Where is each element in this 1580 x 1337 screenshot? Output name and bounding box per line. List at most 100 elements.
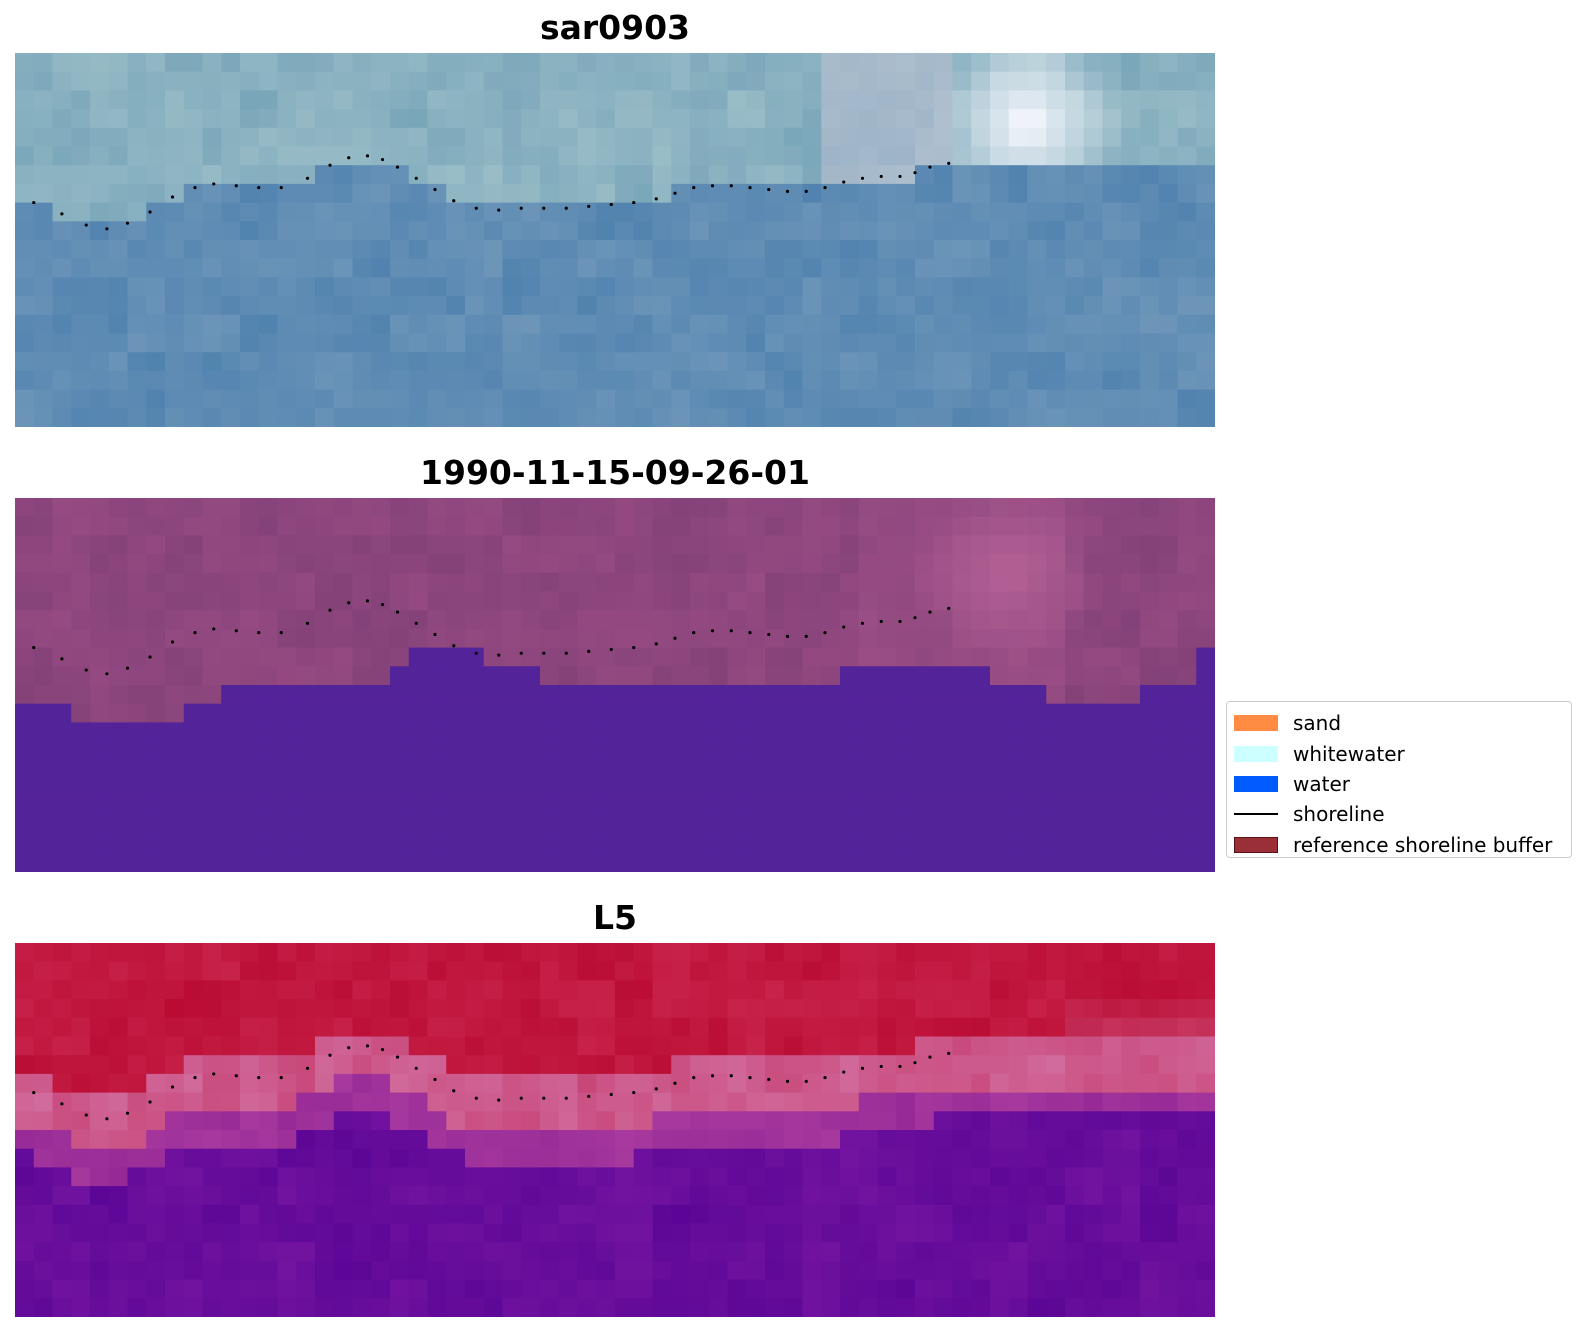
shoreline-point bbox=[785, 189, 790, 193]
shoreline-point bbox=[433, 187, 437, 192]
shoreline-point bbox=[913, 171, 917, 175]
shoreline-point bbox=[928, 1055, 932, 1059]
shoreline-point bbox=[279, 631, 283, 635]
legend-label: water bbox=[1293, 771, 1350, 796]
shoreline-point bbox=[452, 644, 456, 648]
legend-item-whitewater: whitewater bbox=[1227, 738, 1571, 768]
shoreline-point bbox=[380, 1048, 385, 1052]
shoreline-point bbox=[767, 1077, 771, 1082]
shoreline-point bbox=[587, 1094, 591, 1098]
legend-label: whitewater bbox=[1293, 741, 1405, 766]
legend-item-reference-buffer: reference shoreline buffer bbox=[1227, 830, 1571, 860]
whitewater-swatch bbox=[1234, 745, 1278, 762]
shoreline-point bbox=[654, 197, 658, 201]
shoreline-point bbox=[328, 608, 332, 612]
shoreline-point bbox=[305, 621, 310, 625]
shoreline-point bbox=[148, 210, 152, 214]
shoreline-point bbox=[785, 634, 790, 638]
shoreline-point bbox=[347, 1046, 351, 1050]
shoreline-point bbox=[125, 666, 130, 670]
legend-label: sand bbox=[1293, 711, 1342, 736]
shoreline-point bbox=[328, 163, 332, 167]
shoreline-point bbox=[193, 186, 197, 190]
shoreline-point bbox=[212, 1072, 216, 1076]
classified-image-panel bbox=[15, 498, 1215, 872]
shoreline-point bbox=[125, 221, 130, 225]
shoreline-point bbox=[785, 1079, 790, 1083]
panel-1-title: sar0903 bbox=[539, 8, 691, 47]
shoreline-point bbox=[928, 610, 932, 614]
shoreline-point bbox=[395, 165, 400, 169]
shoreline-point bbox=[193, 631, 197, 635]
shoreline-point bbox=[632, 1091, 636, 1095]
shoreline-point bbox=[710, 1074, 715, 1078]
shoreline-point bbox=[32, 646, 36, 650]
shoreline-point bbox=[879, 619, 883, 624]
shoreline-point bbox=[673, 1081, 677, 1085]
shoreline-point bbox=[587, 649, 591, 653]
shoreline-point bbox=[380, 158, 385, 162]
shoreline-point bbox=[170, 640, 175, 644]
shoreline-point bbox=[767, 632, 771, 637]
shoreline-point bbox=[279, 186, 283, 190]
shoreline-point bbox=[609, 202, 613, 207]
shoreline-point bbox=[414, 1066, 418, 1070]
shoreline-point bbox=[587, 204, 591, 208]
legend-item-sand: sand bbox=[1227, 708, 1571, 738]
shoreline-point bbox=[609, 647, 613, 652]
shoreline-point bbox=[148, 1100, 152, 1104]
legend-item-water: water bbox=[1227, 769, 1571, 799]
shoreline-point bbox=[842, 180, 846, 184]
shoreline-point bbox=[452, 1089, 456, 1093]
shoreline-point bbox=[748, 186, 752, 190]
shoreline-point bbox=[804, 189, 808, 193]
shoreline-point bbox=[823, 186, 827, 190]
shoreline-point bbox=[105, 1117, 109, 1121]
shoreline-point bbox=[257, 631, 261, 635]
shoreline-point bbox=[212, 182, 216, 186]
raster-pixels bbox=[15, 498, 1215, 872]
shoreline-point bbox=[654, 1087, 658, 1091]
shoreline-line-icon bbox=[1234, 813, 1278, 816]
raster-pixels bbox=[15, 53, 1215, 427]
shoreline-point bbox=[564, 651, 568, 655]
shoreline-point bbox=[32, 201, 36, 205]
shoreline-point bbox=[860, 1066, 865, 1070]
shoreline-point bbox=[365, 1044, 370, 1048]
shoreline-point bbox=[519, 651, 523, 655]
shoreline-point bbox=[879, 174, 883, 179]
shoreline-point bbox=[84, 1113, 88, 1117]
shoreline-point bbox=[898, 174, 902, 179]
shoreline-point bbox=[804, 1079, 808, 1083]
raster-pixels bbox=[15, 943, 1215, 1317]
shoreline-point bbox=[32, 1091, 36, 1095]
shoreline-point bbox=[105, 672, 109, 676]
shoreline-point bbox=[234, 629, 238, 633]
shoreline-point bbox=[564, 206, 568, 210]
shoreline-point bbox=[692, 631, 696, 635]
shoreline-point bbox=[898, 619, 902, 624]
legend-label: shoreline bbox=[1293, 802, 1385, 827]
shoreline-point bbox=[729, 629, 733, 633]
shoreline-point bbox=[767, 187, 771, 192]
shoreline-point bbox=[452, 199, 456, 203]
shoreline-point bbox=[125, 1111, 130, 1115]
shoreline-point bbox=[328, 1053, 332, 1057]
shoreline-point bbox=[212, 627, 216, 631]
l5-image-panel bbox=[15, 943, 1215, 1317]
shoreline-point bbox=[673, 191, 677, 195]
shoreline-point bbox=[673, 636, 677, 640]
shoreline-point bbox=[84, 223, 88, 227]
shoreline-point bbox=[519, 206, 523, 210]
legend-label: reference shoreline buffer bbox=[1293, 832, 1553, 857]
shoreline-point bbox=[692, 1076, 696, 1080]
shoreline-point bbox=[542, 651, 546, 655]
shoreline-point bbox=[234, 184, 238, 188]
shoreline-point bbox=[474, 651, 478, 655]
shoreline-point bbox=[823, 631, 827, 635]
shoreline-point bbox=[913, 1061, 917, 1065]
reference-buffer-swatch bbox=[1234, 836, 1278, 853]
shoreline-point bbox=[234, 1074, 238, 1078]
shoreline-point bbox=[305, 1066, 310, 1070]
shoreline-point bbox=[365, 599, 370, 603]
